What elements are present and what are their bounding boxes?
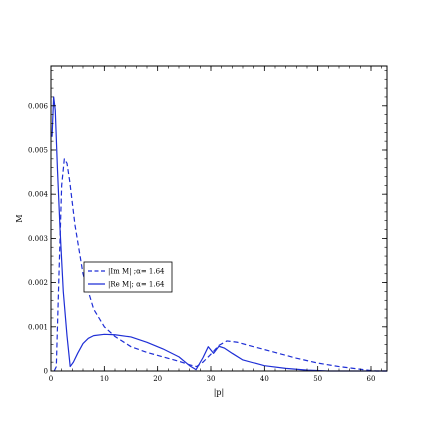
y-axis-label: M [15,214,24,222]
y-tick-label: 0.005 [28,146,48,154]
x-tick-label: 40 [260,375,269,383]
x-tick-label: 60 [367,375,376,383]
y-tick-label: 0.002 [28,279,48,287]
plot-frame [50,65,388,372]
y-tick-label: 0.006 [28,102,49,110]
y-tick-label: 0 [44,368,48,376]
x-axis-label: |p| [214,388,225,397]
legend: |Im M| ;α= 1.64 |Re M|; α= 1.64 [83,261,173,293]
legend-label-re: |Re M|; α= 1.64 [108,281,165,289]
series-line-im [53,158,387,372]
x-tick-label: 30 [207,375,216,383]
x-tick-label: 10 [100,375,109,383]
x-tick-label: 20 [153,375,162,383]
legend-label-im: |Im M| ;α= 1.64 [108,268,165,276]
x-tick-label: 0 [49,375,53,383]
series-line-re [51,96,387,372]
y-tick-label: 0.004 [28,191,49,199]
y-tick-label: 0.003 [28,235,48,243]
y-tick-label: 0.001 [28,323,48,331]
legend-box [83,261,173,293]
x-tick-label: 50 [313,375,322,383]
